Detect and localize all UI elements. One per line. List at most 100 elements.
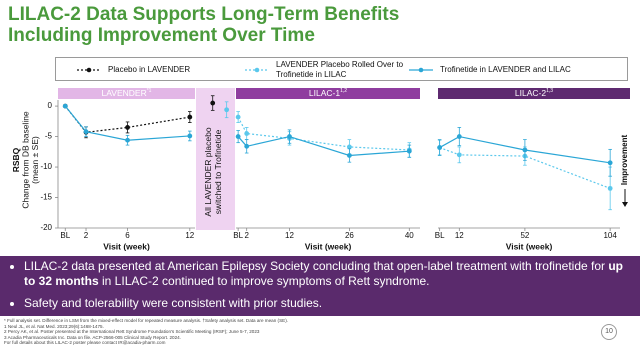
legend-label: Placebo in LAVENDER [108, 64, 191, 74]
series-line [237, 116, 410, 151]
data-point [83, 129, 89, 135]
page-number: 10 [601, 324, 617, 340]
y-axis-label-line: Change from DB baseline [21, 111, 31, 209]
improvement-label: Improvement [620, 135, 629, 186]
panel-title-text: LILAC-2 [515, 88, 546, 98]
data-point [244, 131, 250, 136]
data-point [346, 153, 352, 158]
data-point [235, 134, 241, 139]
data-point [522, 147, 528, 153]
y-tick-label: -10 [40, 162, 52, 171]
switch-annotation: All LAVENDER placeboswitched to Trofinet… [203, 127, 223, 216]
y-tick-label: -5 [45, 132, 53, 141]
panel-header [236, 88, 420, 99]
data-point [187, 133, 193, 139]
x-tick-label: 40 [405, 231, 414, 240]
panel-title-sup: 1,3 [546, 88, 553, 94]
switch-annotation-line: All LAVENDER placebo [203, 127, 213, 216]
panel-header [58, 88, 195, 99]
data-point [125, 137, 130, 143]
y-axis-label-line: (mean ± SE) [30, 136, 40, 184]
x-tick-label: 12 [185, 231, 194, 240]
data-point [210, 100, 216, 106]
data-point [125, 125, 130, 130]
data-point [187, 114, 193, 120]
data-point [287, 134, 292, 139]
legend-item: Trofinetide in LAVENDER and LILAC [408, 60, 608, 79]
switch-annotation-line: switched to Trofinetide [213, 129, 223, 214]
x-tick-label: BL [233, 231, 243, 240]
y-axis-label: RSBQChange from DB baseline(mean ± SE) [11, 111, 40, 209]
data-point [235, 114, 241, 120]
bullet-text: LILAC-2 data presented at American Epile… [24, 259, 609, 273]
legend-item: LAVENDER Placebo Rolled Over to Trofinet… [244, 60, 404, 79]
series-line [439, 135, 611, 164]
bullet-list: LILAC-2 data presented at American Epile… [0, 259, 630, 311]
panel-title: LILAC-11,2 [309, 88, 347, 98]
footnote: * Full analysis set. Difference in LSM f… [4, 318, 289, 323]
x-axis-label: Visit (week) [103, 241, 150, 251]
data-point [346, 144, 352, 150]
legend-marker [418, 67, 424, 72]
x-axis-label: Visit (week) [305, 241, 352, 251]
panel-title-sup: 1,2 [340, 88, 347, 94]
legend-swatch [245, 67, 269, 72]
y-axis-label-line: RSBQ [11, 147, 21, 172]
x-tick-label: 12 [285, 231, 294, 240]
bullet-text: Safety and tolerability were consistent … [24, 296, 323, 310]
footnotes: * Full analysis set. Difference in LSM f… [4, 318, 584, 346]
footnote: For full details about this LILAC-2 post… [4, 340, 166, 346]
footnote: 3 Acadia Pharmaceuticals Inc. Data on fi… [4, 334, 181, 340]
data-point [437, 145, 443, 150]
bullet: LILAC-2 data presented at American Epile… [24, 259, 630, 289]
panel-header [438, 88, 630, 99]
series-line [237, 135, 410, 157]
legend-swatch [409, 67, 433, 72]
data-point [224, 107, 230, 113]
legend-item: Placebo in LAVENDER [76, 60, 196, 79]
data-point [607, 185, 613, 191]
footnote: 1 Neul JL, et al. Nat Med. 2023;29(6):14… [4, 323, 104, 329]
panel-title-text: LILAC-1 [309, 88, 340, 98]
x-tick-label: BL [60, 231, 70, 240]
improvement-arrowhead [622, 202, 628, 207]
chart: RSBQChange from DB baseline(mean ± SE) LA… [11, 88, 630, 251]
x-tick-label: 6 [125, 231, 130, 240]
bullet-bold: up to 32 months [24, 259, 624, 288]
footnote: 2 Percy AK, et al. Poster presented at t… [4, 329, 260, 335]
y-tick-label: -20 [40, 223, 52, 232]
x-tick-label: 2 [244, 231, 249, 240]
bullet: Safety and tolerability were consistent … [24, 296, 630, 311]
legend-marker [86, 67, 92, 72]
panel-title: LAVENDER*1 [102, 88, 152, 98]
panel-title: LILAC-21,3 [515, 88, 553, 98]
panel-title-sup: *1 [147, 88, 152, 94]
legend-swatch [77, 67, 101, 72]
bullet-text: in LILAC-2 continued to improve symptoms… [98, 274, 430, 288]
data-point [406, 148, 412, 154]
x-tick-label: 26 [345, 231, 354, 240]
x-tick-label: 2 [84, 231, 89, 240]
x-tick-label: 52 [520, 231, 529, 240]
data-point [456, 134, 462, 139]
legend: Placebo in LAVENDER LAVENDER Placebo Roll… [55, 57, 628, 81]
data-point [244, 143, 250, 149]
x-tick-label: 104 [603, 231, 617, 240]
panel-title-text: LAVENDER [102, 88, 147, 98]
y-tick-label: -15 [40, 193, 52, 202]
x-tick-label: BL [435, 231, 445, 240]
x-tick-label: 12 [455, 231, 464, 240]
data-point [62, 103, 68, 109]
x-axis-label: Visit (week) [506, 241, 553, 251]
series-line [439, 146, 611, 189]
series-line [64, 105, 190, 141]
legend-label: Trofinetide in LAVENDER and LILAC [440, 64, 571, 74]
data-point [607, 160, 613, 166]
legend-label: LAVENDER Placebo Rolled Over to Trofinet… [276, 60, 404, 79]
switch-band [196, 88, 235, 230]
legend-marker [254, 67, 260, 72]
bullet-box: LILAC-2 data presented at American Epile… [0, 256, 640, 316]
y-tick-label: 0 [48, 101, 53, 110]
slide-title: LILAC-2 Data Supports Long-Term Benefits… [8, 4, 400, 46]
